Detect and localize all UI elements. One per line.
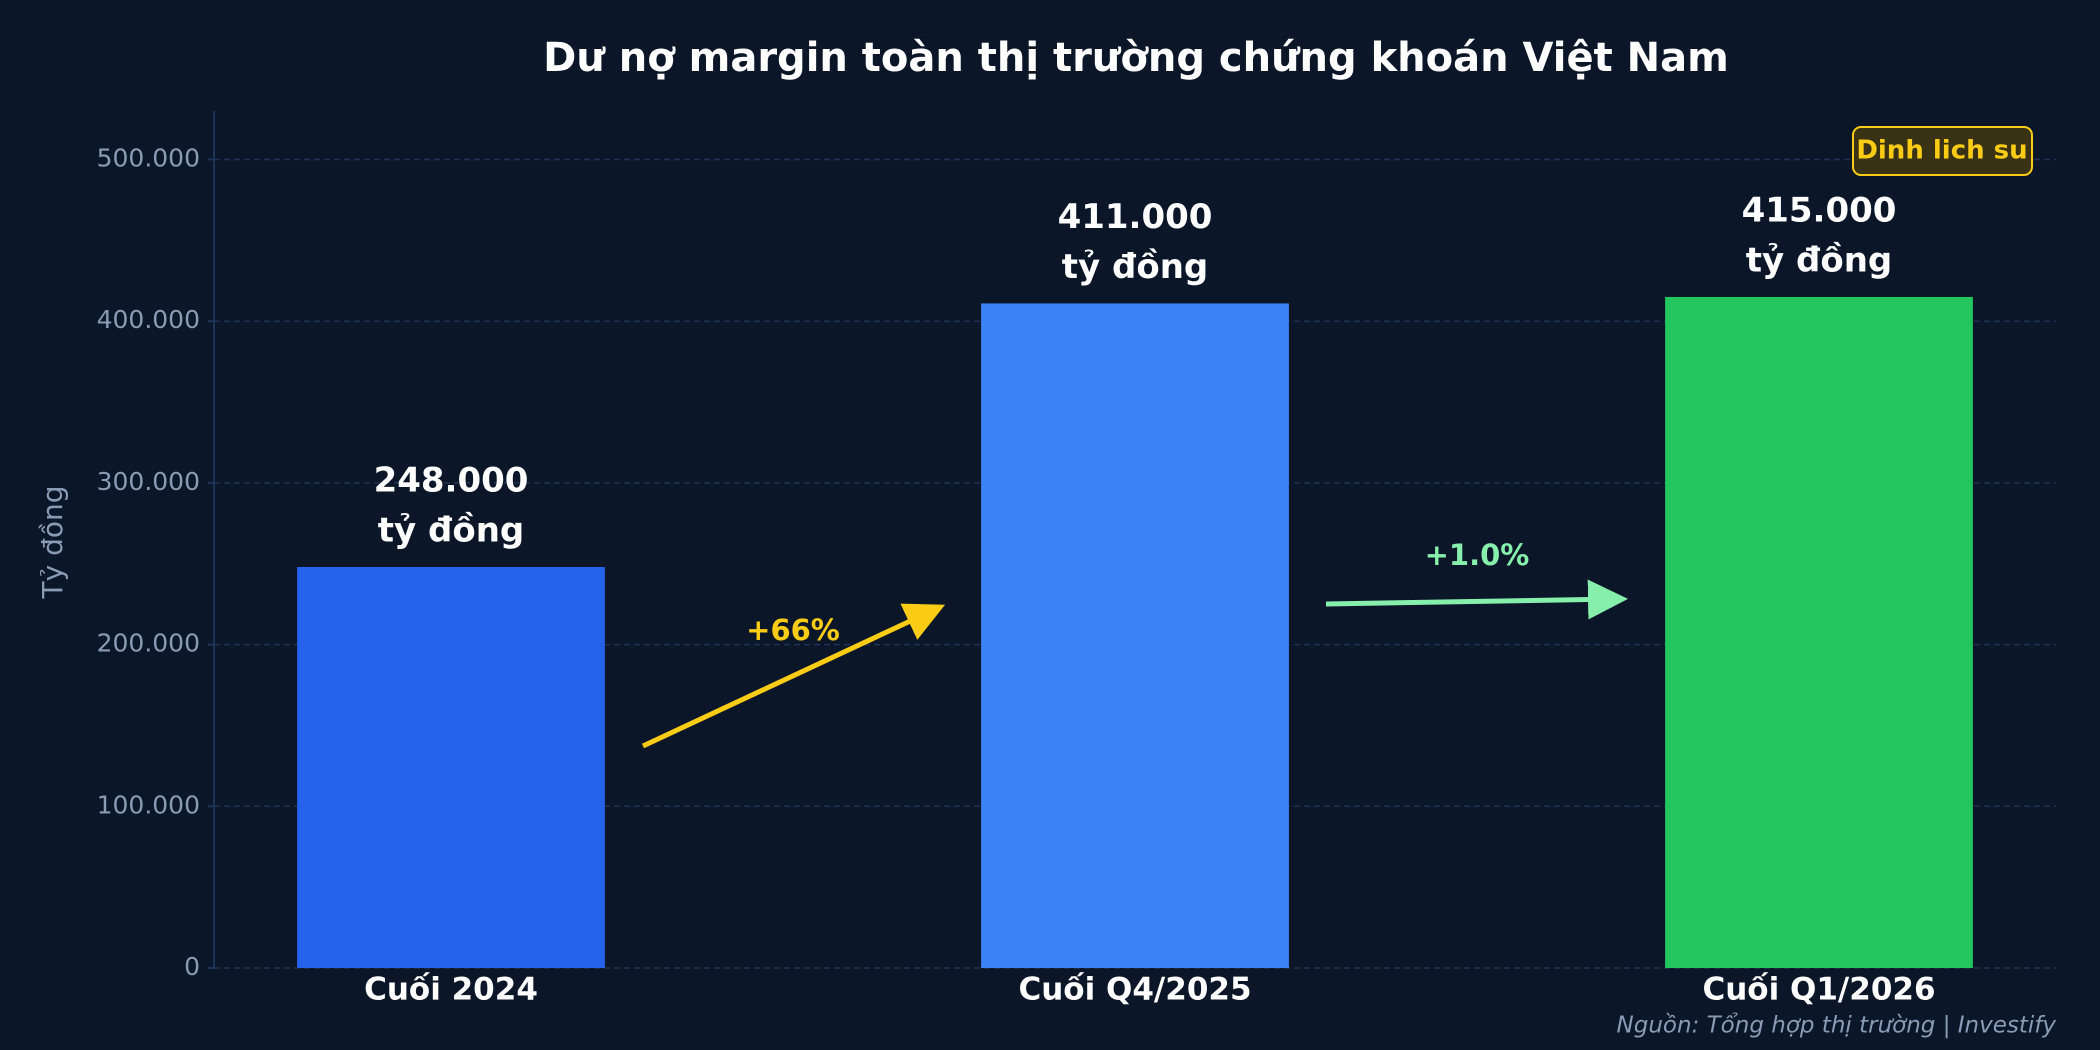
chart-title: Dư nợ margin toàn thị trường chứng khoán… <box>543 35 1729 81</box>
value-unit: tỷ đồng <box>1746 240 1893 280</box>
change-arrow <box>641 603 946 749</box>
value-label: 415.000 <box>1742 190 1897 230</box>
value-unit: tỷ đồng <box>1062 247 1209 287</box>
y-tick-label: 0 <box>184 952 200 981</box>
change-label: +66% <box>746 613 840 647</box>
change-arrow <box>1325 579 1628 620</box>
badge: Dinh lich su <box>1856 136 2027 166</box>
value-label: 411.000 <box>1058 197 1213 237</box>
y-tick-label: 500.000 <box>97 144 200 173</box>
x-tick-label: Cuối Q1/2026 <box>1702 972 1935 1008</box>
bar <box>297 566 605 968</box>
y-axis-label: Tỷ đồng <box>36 486 69 600</box>
bar <box>981 303 1289 968</box>
x-tick-label: Cuối 2024 <box>364 972 538 1008</box>
bar <box>1665 296 1973 968</box>
y-tick-label: 400.000 <box>97 305 200 334</box>
change-label: +1.0% <box>1425 538 1530 572</box>
source-note: Nguồn: Tổng hợp thị trường | Investify <box>1617 1013 2057 1039</box>
y-tick-label: 200.000 <box>97 629 200 658</box>
plot-area: 0 100.000 200.000 300.000 400.000 500.000 Cuối… <box>97 144 2056 1008</box>
y-tick-label: 300.000 <box>97 467 200 496</box>
value-label: 248.000 <box>374 460 529 500</box>
badge-box <box>1852 126 2033 176</box>
value-unit: tỷ đồng <box>378 510 525 550</box>
x-tick-label: Cuối Q4/2025 <box>1018 972 1251 1008</box>
y-tick-label: 100.000 <box>97 790 200 819</box>
